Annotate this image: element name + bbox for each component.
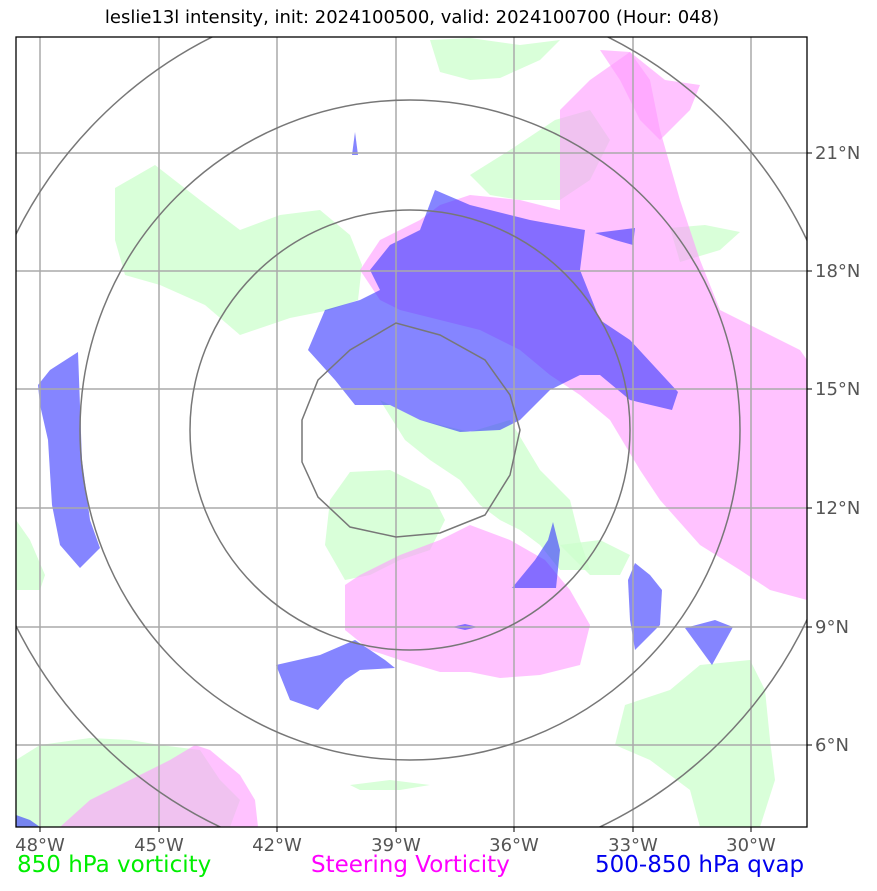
lat-label: 12°N <box>815 498 860 519</box>
range-ring <box>301 322 521 538</box>
range-rings <box>16 37 807 827</box>
range-ring <box>79 99 741 761</box>
vorticity-850-area <box>350 780 430 790</box>
legend-vorticity-850: 850 hPa vorticity <box>17 852 212 878</box>
qvap-area <box>16 815 40 827</box>
lat-label: 9°N <box>815 617 849 638</box>
vorticity-850-area <box>115 165 362 335</box>
qvap-area <box>352 132 358 155</box>
qvap-area <box>628 563 662 650</box>
legend-qvap: 500-850 hPa qvap <box>595 852 805 878</box>
lon-label: 36°W <box>489 835 539 856</box>
plot-frame <box>15 36 808 828</box>
range-ring <box>189 209 631 651</box>
qvap-area <box>308 190 678 432</box>
lon-label: 45°W <box>134 835 184 856</box>
steering-vorticity-area <box>600 50 700 140</box>
vorticity-850-area <box>615 660 775 827</box>
vorticity-850-area <box>430 38 560 80</box>
tick-marks <box>39 152 812 832</box>
qvap-area <box>38 352 100 568</box>
qvap-area <box>685 620 733 665</box>
vorticity-850-area <box>560 540 630 575</box>
latitude-labels: 21°N 18°N 15°N 12°N 9°N 6°N <box>815 143 860 756</box>
qvap-area <box>512 522 560 588</box>
lon-label: 42°W <box>252 835 302 856</box>
vorticity-850-area <box>16 520 45 590</box>
qvap-layer <box>16 132 733 827</box>
lat-label: 21°N <box>815 143 860 164</box>
vorticity-850-area <box>380 400 590 570</box>
qvap-area <box>276 640 395 710</box>
lon-label: 39°W <box>371 835 421 856</box>
lon-label: 30°W <box>726 835 776 856</box>
lon-label: 33°W <box>608 835 658 856</box>
lat-label: 18°N <box>815 261 860 282</box>
map-layers <box>16 37 807 827</box>
lon-label: 48°W <box>15 835 65 856</box>
map-title: leslie13l intensity, init: 2024100500, v… <box>104 7 720 28</box>
lat-label: 6°N <box>815 735 849 756</box>
longitude-labels: 48°W 45°W 42°W 39°W 36°W 33°W 30°W <box>15 835 776 856</box>
lat-label: 15°N <box>815 379 860 400</box>
steering-vorticity-area <box>345 525 590 678</box>
legend-steering-vorticity: Steering Vorticity <box>311 852 510 878</box>
qvap-area <box>595 228 635 245</box>
